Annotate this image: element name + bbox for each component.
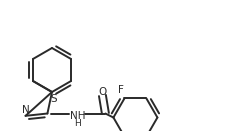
Text: NH: NH [70, 111, 85, 121]
Text: S: S [51, 94, 57, 104]
Text: O: O [98, 86, 107, 97]
Text: H: H [74, 119, 81, 128]
Text: F: F [119, 85, 124, 95]
Text: N: N [22, 105, 30, 115]
